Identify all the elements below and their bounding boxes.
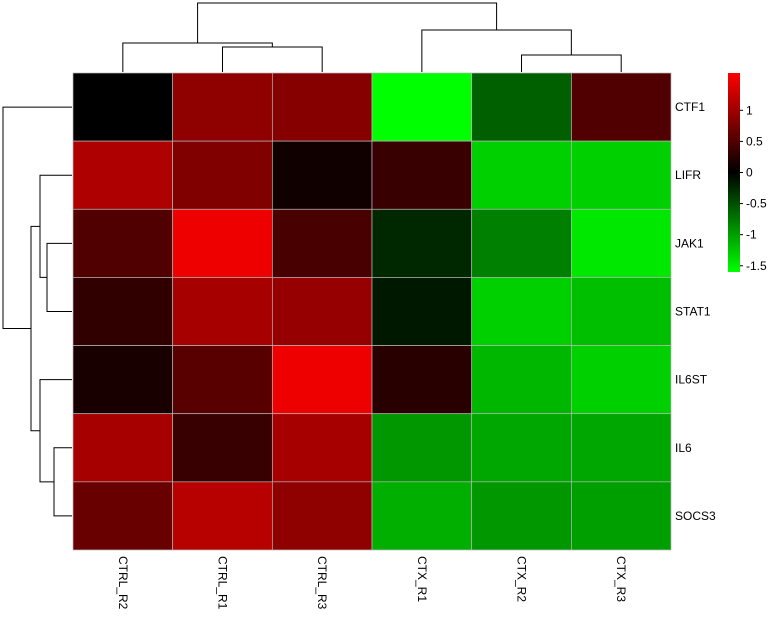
heatmap-cell (72, 277, 174, 346)
legend-tick-label: -1.5 (746, 259, 767, 273)
row-label: CTF1 (675, 100, 705, 114)
heatmap-cell (570, 345, 672, 415)
heatmap-cell (570, 72, 672, 142)
heatmap-cell (471, 413, 572, 483)
heatmap-cell (72, 140, 174, 210)
heatmap-cell (371, 413, 473, 483)
row-labels: CTF1 LIFR JAK1 STAT1 IL6ST IL6 SOCS3 (675, 100, 716, 523)
heatmap-cells (72, 72, 672, 551)
column-label: CTRL_R3 (315, 556, 329, 610)
heatmap-cell (172, 277, 273, 346)
color-legend: 1 0.5 0 -0.5 -1 -1.5 (728, 73, 767, 273)
heatmap-cell (471, 208, 572, 278)
legend-tick-label: 1 (746, 103, 753, 117)
legend-color-bar (728, 73, 740, 272)
heatmap-cell (471, 72, 572, 142)
heatmap-cell (471, 277, 572, 346)
heatmap-cell (570, 413, 672, 483)
heatmap-cell (271, 208, 373, 278)
heatmap-cell (172, 481, 273, 551)
heatmap-cell (570, 140, 672, 210)
row-label: LIFR (675, 168, 701, 182)
heatmap-cell (371, 345, 473, 415)
heatmap-cell (371, 481, 473, 551)
heatmap-cell (271, 277, 373, 346)
legend-tick-label: -0.5 (746, 197, 767, 211)
heatmap-cell (471, 345, 572, 415)
heatmap-cell (72, 345, 174, 415)
row-label: STAT1 (675, 304, 711, 318)
heatmap-cell (172, 208, 273, 278)
heatmap-cell (570, 277, 672, 346)
heatmap-cell (371, 140, 473, 210)
legend-tick-label: 0.5 (746, 134, 763, 148)
heatmap-cell (371, 277, 473, 346)
heatmap-cell (172, 345, 273, 415)
legend-tick-label: 0 (746, 166, 753, 180)
heatmap-cell (271, 413, 373, 483)
row-label: SOCS3 (675, 509, 716, 523)
heatmap-cell (471, 140, 572, 210)
heatmap-cell (172, 140, 273, 210)
row-label: IL6 (675, 441, 692, 455)
row-dendrogram (2, 106, 72, 517)
column-labels: CTRL_R2 CTRL_R1 CTRL_R3 CTX_R1 CTX_R2 CTX_R3 (116, 556, 628, 610)
heatmap-cell (271, 345, 373, 415)
column-label: CTRL_R2 (116, 556, 130, 610)
column-label: CTX_R2 (515, 556, 529, 602)
heatmap-cell (172, 413, 273, 483)
heatmap-cell (570, 208, 672, 278)
heatmap-cell (271, 140, 373, 210)
heatmap-cell (172, 72, 273, 142)
column-dendrogram (122, 2, 622, 72)
column-label: CTX_R3 (614, 556, 628, 602)
column-label: CTX_R1 (415, 556, 429, 602)
row-label: JAK1 (675, 236, 704, 250)
heatmap-cell (72, 481, 174, 551)
heatmap-cell (271, 481, 373, 551)
heatmap-cell (72, 208, 174, 278)
legend-tick-label: -1 (746, 228, 757, 242)
heatmap-cell (471, 481, 572, 551)
heatmap-cell (72, 72, 174, 142)
heatmap-cell (271, 72, 373, 142)
heatmap-cell (72, 413, 174, 483)
heatmap-cell (570, 481, 672, 551)
heatmap-cell (371, 208, 473, 278)
column-label: CTRL_R1 (216, 556, 230, 610)
row-label: IL6ST (675, 373, 708, 387)
heatmap-cell (371, 72, 473, 142)
